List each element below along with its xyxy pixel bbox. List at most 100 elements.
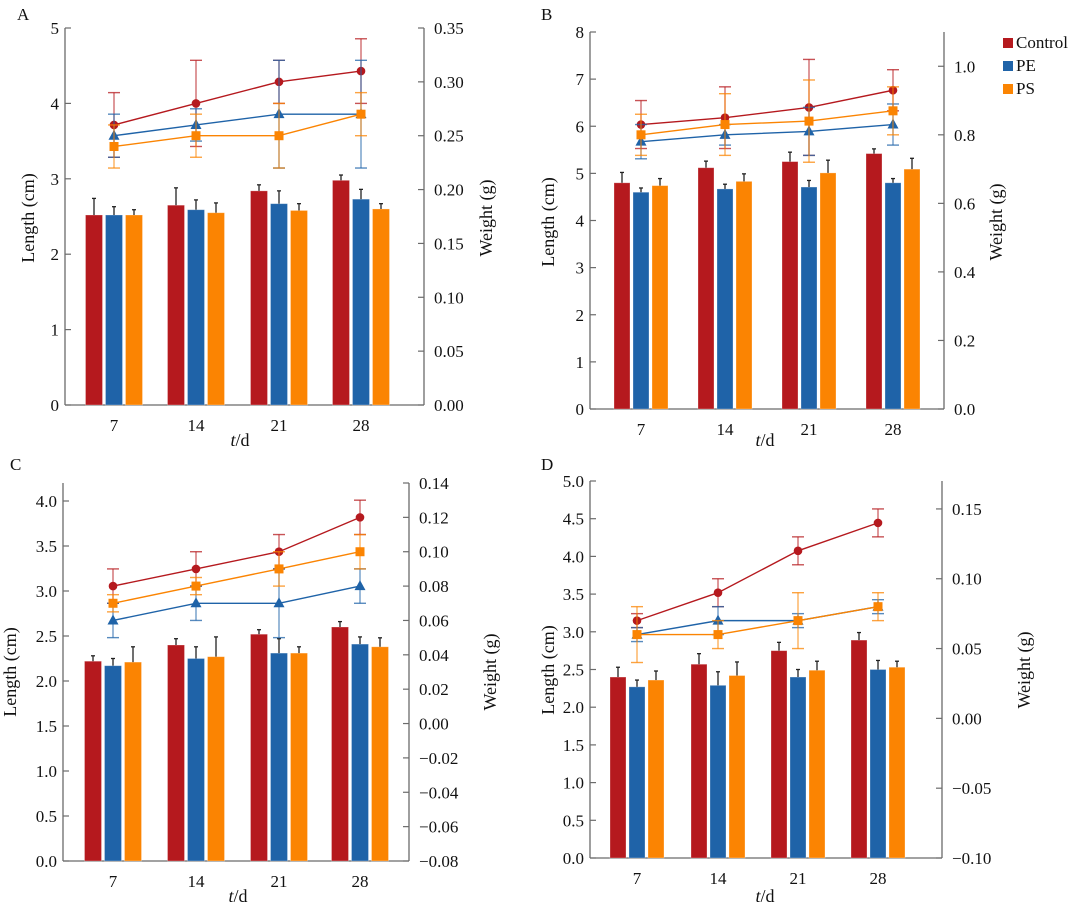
left-tick-label: 0.0 bbox=[36, 852, 57, 871]
panel-a: A 0 1 2 3 4 5 0.00 0.05 0.10 0.15 0.20 0.25 0.30 0.35 7… bbox=[17, 5, 497, 450]
right-tick-label: 0.30 bbox=[434, 73, 464, 92]
left-tick-label: 6 bbox=[576, 117, 585, 136]
right-tick-label: 0.05 bbox=[952, 640, 982, 659]
marker-circle bbox=[191, 99, 201, 108]
x-tick-label: 7 bbox=[633, 869, 642, 888]
bar-ps bbox=[372, 208, 390, 406]
legend: Control PE PS bbox=[1003, 33, 1068, 98]
bar-pe bbox=[869, 669, 887, 859]
bar-ps bbox=[290, 210, 308, 406]
left-tick-label: 1.5 bbox=[563, 736, 584, 755]
panel-letter: B bbox=[541, 5, 552, 24]
legend-label: Control bbox=[1016, 33, 1068, 52]
marker-square bbox=[713, 630, 723, 640]
left-tick-label: 4.0 bbox=[563, 547, 584, 566]
left-tick-label: 0.5 bbox=[563, 811, 584, 830]
panel-letter: D bbox=[541, 455, 553, 474]
marker-triangle bbox=[190, 597, 202, 608]
weight-line-pe bbox=[640, 123, 894, 143]
weight-line-pe bbox=[636, 605, 879, 636]
right-tick-label: 0.10 bbox=[419, 543, 449, 562]
left-tick-label: 2 bbox=[51, 245, 60, 264]
bar-control bbox=[770, 650, 788, 859]
bar-pe bbox=[105, 214, 123, 406]
left-tick-label: 0 bbox=[51, 396, 60, 415]
weight-line-pe bbox=[112, 585, 361, 622]
bar-pe bbox=[187, 209, 205, 406]
legend-swatch-ps bbox=[1003, 84, 1013, 94]
bar-ps bbox=[728, 675, 746, 859]
x-axis-title-rest: /d bbox=[761, 886, 775, 906]
bar-control bbox=[250, 190, 268, 406]
left-tick-label: 5.0 bbox=[563, 472, 584, 491]
left-tick-label: 3.5 bbox=[563, 585, 584, 604]
x-tick-label: 21 bbox=[271, 872, 288, 891]
marker-triangle bbox=[107, 614, 119, 625]
left-tick-label: 8 bbox=[576, 23, 585, 42]
left-tick-label: 0 bbox=[576, 400, 585, 419]
bar-pe bbox=[352, 198, 370, 406]
x-tick-label: 28 bbox=[353, 416, 370, 435]
bar-pe bbox=[104, 665, 122, 862]
left-tick-label: 4.5 bbox=[563, 510, 584, 529]
x-tick-label: 28 bbox=[352, 872, 369, 891]
weight-line-control bbox=[113, 70, 362, 126]
right-tick-label: −0.02 bbox=[419, 749, 458, 768]
x-tick-label: 28 bbox=[870, 869, 887, 888]
bar-pe bbox=[789, 676, 807, 859]
right-tick-label: 0.15 bbox=[952, 500, 982, 519]
legend-swatch-pe bbox=[1003, 61, 1013, 71]
marker-square bbox=[636, 130, 646, 140]
left-tick-label: 5 bbox=[51, 19, 60, 38]
x-axis-title-rest: /d bbox=[761, 430, 775, 450]
bar-pe bbox=[716, 188, 734, 410]
right-tick-label: 0.35 bbox=[434, 19, 464, 38]
bar-control bbox=[84, 660, 102, 862]
bar-pe bbox=[632, 191, 650, 410]
left-tick-label: 3 bbox=[51, 170, 60, 189]
left-tick-label: 3.0 bbox=[563, 623, 584, 642]
right-axis-title: Weight (g) bbox=[476, 179, 497, 256]
right-tick-label: 0.10 bbox=[952, 570, 982, 589]
left-tick-label: 4 bbox=[576, 212, 585, 231]
bar-pe bbox=[709, 684, 727, 859]
left-tick-label: 4.0 bbox=[36, 492, 57, 511]
left-tick-label: 2.0 bbox=[36, 672, 57, 691]
marker-square bbox=[873, 602, 883, 612]
x-axis-title-italic: t bbox=[755, 886, 761, 906]
bar-pe bbox=[800, 186, 818, 410]
left-axis-title: Length (cm) bbox=[18, 173, 39, 262]
left-tick-label: 1 bbox=[576, 353, 585, 372]
bar-control bbox=[697, 167, 715, 410]
left-tick-label: 1.5 bbox=[36, 717, 57, 736]
left-tick-label: 0.5 bbox=[36, 807, 57, 826]
bar-ps bbox=[819, 172, 837, 410]
marker-square bbox=[191, 131, 201, 141]
right-tick-label: 0.00 bbox=[419, 715, 449, 734]
right-tick-label: −0.10 bbox=[952, 849, 991, 868]
marker-square bbox=[109, 141, 119, 151]
bar-control bbox=[865, 153, 883, 410]
right-tick-label: 0.2 bbox=[954, 331, 975, 350]
x-tick-label: 14 bbox=[188, 872, 206, 891]
bar-control bbox=[167, 644, 185, 862]
right-tick-label: 0.00 bbox=[434, 396, 464, 415]
left-axis-title: Length (cm) bbox=[538, 625, 559, 714]
marker-circle bbox=[713, 588, 723, 598]
left-tick-label: 4 bbox=[51, 94, 60, 113]
right-tick-label: 0.6 bbox=[954, 194, 975, 213]
bar-ps bbox=[125, 214, 143, 406]
marker-circle bbox=[108, 581, 118, 591]
weight-line-ps bbox=[637, 605, 879, 636]
marker-square bbox=[804, 116, 814, 126]
marker-square bbox=[888, 106, 898, 116]
weight-line-ps bbox=[640, 110, 894, 136]
marker-circle bbox=[873, 518, 883, 528]
bar-control bbox=[85, 214, 103, 406]
marker-square bbox=[793, 616, 803, 626]
marker-square bbox=[274, 131, 284, 141]
right-tick-label: 0.08 bbox=[419, 577, 449, 596]
bar-control bbox=[332, 179, 350, 406]
marker-square bbox=[191, 581, 201, 591]
